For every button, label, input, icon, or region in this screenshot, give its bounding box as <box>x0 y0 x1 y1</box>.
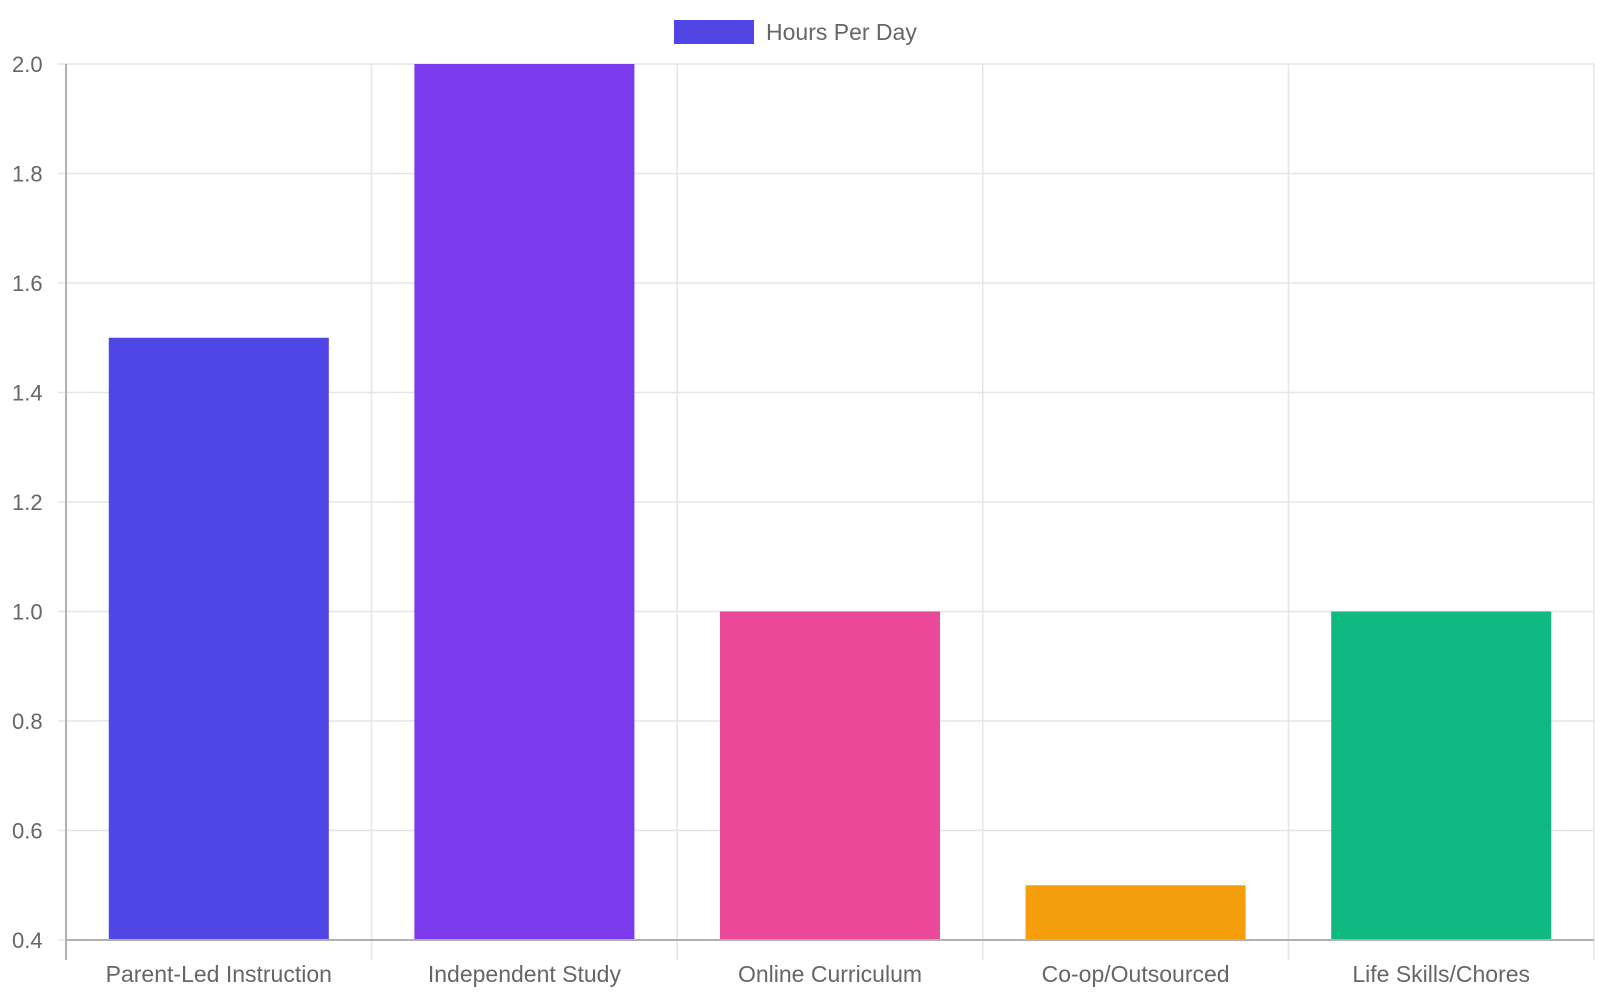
x-tick-label: Parent-Led Instruction <box>106 961 332 987</box>
axes <box>58 63 1594 960</box>
x-tick-label: Co-op/Outsourced <box>1042 961 1230 987</box>
legend[interactable]: Hours Per Day <box>674 19 917 45</box>
bar[interactable] <box>414 64 635 940</box>
y-axis-ticks: 0.4 0.6 0.8 1.0 1.2 1.4 1.6 1.8 2.0 <box>12 52 43 953</box>
x-tick-label: Online Curriculum <box>738 961 922 987</box>
bar[interactable] <box>1025 885 1246 940</box>
y-tick-label: 1.0 <box>12 600 43 625</box>
bar[interactable] <box>719 611 941 941</box>
y-tick-label: 0.4 <box>12 928 43 953</box>
legend-swatch[interactable] <box>674 20 754 44</box>
y-tick-label: 0.8 <box>12 709 43 734</box>
bar[interactable] <box>1331 611 1552 941</box>
y-tick-label: 2.0 <box>12 52 43 77</box>
x-tick-label: Life Skills/Chores <box>1352 961 1530 987</box>
y-tick-label: 1.6 <box>12 271 43 296</box>
bars <box>108 64 1552 941</box>
bar[interactable] <box>108 337 329 940</box>
y-tick-label: 0.6 <box>12 819 43 844</box>
y-tick-label: 1.8 <box>12 162 43 187</box>
x-axis-labels: Parent-Led Instruction Independent Study O… <box>106 961 1530 987</box>
x-tick-label: Independent Study <box>428 961 622 987</box>
y-tick-label: 1.4 <box>12 381 43 406</box>
y-tick-label: 1.2 <box>12 490 43 515</box>
legend-label[interactable]: Hours Per Day <box>766 19 917 45</box>
